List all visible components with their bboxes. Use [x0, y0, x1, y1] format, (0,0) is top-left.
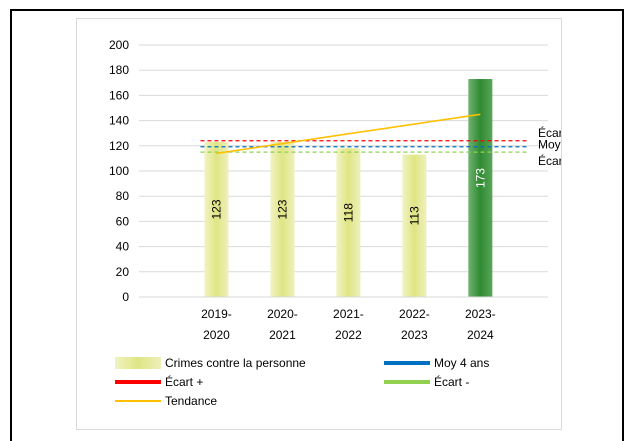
y-tick-label: 80 — [116, 189, 130, 203]
bar — [270, 142, 295, 297]
y-tick-label: 160 — [109, 88, 129, 102]
x-tick-label: 2019- — [201, 307, 232, 321]
x-tick-label: 2021- — [333, 307, 364, 321]
x-tick-label: 2023- — [465, 307, 496, 321]
bar-data-label: 113 — [407, 206, 421, 225]
y-tick-label: 0 — [122, 290, 129, 304]
bar-data-label: 123 — [275, 199, 289, 219]
y-tick-label: 20 — [116, 265, 130, 279]
y-tick-label: 100 — [109, 164, 129, 178]
outer-frame — [10, 9, 624, 441]
x-tick-label: 2022 — [335, 328, 362, 342]
legend-label: Écart + — [165, 374, 203, 389]
legend-label: Crimes contre la personne — [165, 356, 306, 370]
bar — [204, 142, 229, 297]
y-tick-label: 200 — [109, 38, 129, 52]
x-tick-label: 2023 — [401, 328, 428, 342]
x-tick-label: 2020 — [203, 328, 230, 342]
legend-swatch — [115, 357, 161, 369]
x-tick-label: 2021 — [269, 328, 296, 342]
y-tick-label: 40 — [116, 240, 130, 254]
bar — [402, 154, 427, 297]
bars: 123 123 118 113 173 — [204, 79, 493, 297]
legend-label: Tendance — [165, 394, 217, 408]
bar — [336, 148, 361, 297]
chart-panel: 0 20 40 60 80 100 120 140 160 180 200 123 123 118 113… — [76, 18, 593, 430]
bar-data-label: 123 — [209, 199, 223, 219]
bar-data-label: 173 — [473, 168, 487, 188]
legend: Crimes contre la personne Moy 4 ans Écart … — [115, 356, 489, 408]
x-tick-label: 2020- — [267, 307, 298, 321]
bar-chart: 0 20 40 60 80 100 120 140 160 180 200 123 123 118 113… — [109, 38, 593, 408]
trend-line — [216, 113, 481, 155]
y-tick-label: 120 — [109, 139, 129, 153]
reference-line-label: Écart - — [538, 153, 561, 168]
legend-label: Écart - — [434, 374, 469, 389]
x-tick-label: 2024 — [467, 328, 494, 342]
y-axis-ticks: 0 20 40 60 80 100 120 140 160 180 200 — [109, 38, 129, 304]
reference-line-label: Moy 4 ans — [538, 138, 561, 152]
y-tick-label: 140 — [109, 114, 129, 128]
x-axis-ticks: 2019- 2020 2020- 2021 2021- 2022 2022- 2023 2023… — [201, 307, 496, 342]
legend-label: Moy 4 ans — [434, 356, 489, 370]
y-tick-label: 180 — [109, 63, 129, 77]
header-strip — [0, 0, 633, 6]
x-tick-label: 2022- — [399, 307, 430, 321]
bar-data-label: 118 — [341, 203, 355, 222]
y-tick-label: 60 — [116, 214, 130, 228]
